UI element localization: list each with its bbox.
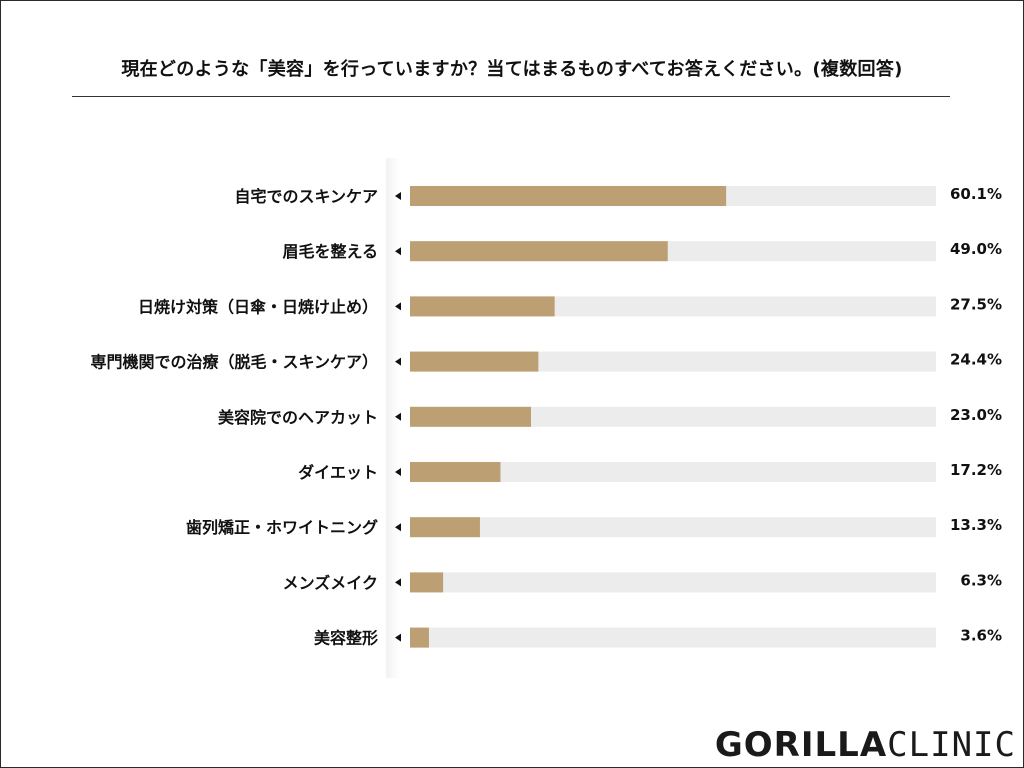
gorilla-clinic-logo: GORILLACLINIC [715,728,1016,762]
category-label: 専門機関での治療（脱毛・スキンケア） [90,353,378,372]
value-label: 27.5% [950,295,1002,313]
bar-marker-icon [395,633,401,642]
value-label: 17.2% [950,461,1002,479]
category-label: 日焼け対策（日傘・日焼け止め） [138,297,378,316]
chart-title: 現在どのような「美容」を行っていますか？当てはまるものすべてお答えください。(複… [121,59,903,80]
bar [410,351,539,372]
bar [410,517,480,538]
bar [410,572,444,593]
value-label: 13.3% [950,516,1002,534]
bar [410,296,555,317]
value-label: 49.0% [950,240,1002,258]
bar [410,406,531,427]
bar-track [410,627,936,648]
bar-marker-icon [395,192,401,200]
bar-marker-icon [395,412,401,421]
bar-marker-icon [395,523,401,532]
bar [410,627,429,648]
category-label: ダイエット [298,463,378,482]
bar-track [410,351,936,372]
category-label: メンズメイク [283,573,378,592]
logo-text-light: CLINIC [887,725,1016,765]
bar-track [410,572,936,593]
category-label: 美容院でのヘアカット [218,408,378,427]
bar-marker-icon [395,578,401,587]
category-label: 眉毛を整える [282,242,378,261]
bar-marker-icon [395,302,401,311]
value-label: 60.1% [950,185,1002,203]
bar [410,186,727,206]
bar-track [410,517,936,538]
bar-marker-icon [395,357,401,366]
value-label: 6.3% [960,571,1002,589]
bar-track [410,406,936,427]
category-label: 美容整形 [314,629,378,648]
value-label: 3.6% [960,627,1002,645]
bar [410,462,501,482]
bar-track [410,462,936,482]
title-divider [72,96,950,97]
category-label: 自宅でのスキンケア [234,187,378,206]
category-label: 歯列矯正・ホワイトニング [186,518,378,537]
bar-marker-icon [395,247,401,256]
bar-marker-icon [395,468,401,476]
bar [410,241,668,262]
value-label: 24.4% [950,351,1002,369]
value-label: 23.0% [950,406,1002,424]
axis-shadow [386,158,400,678]
logo-text-bold: GORILLA [714,725,888,765]
